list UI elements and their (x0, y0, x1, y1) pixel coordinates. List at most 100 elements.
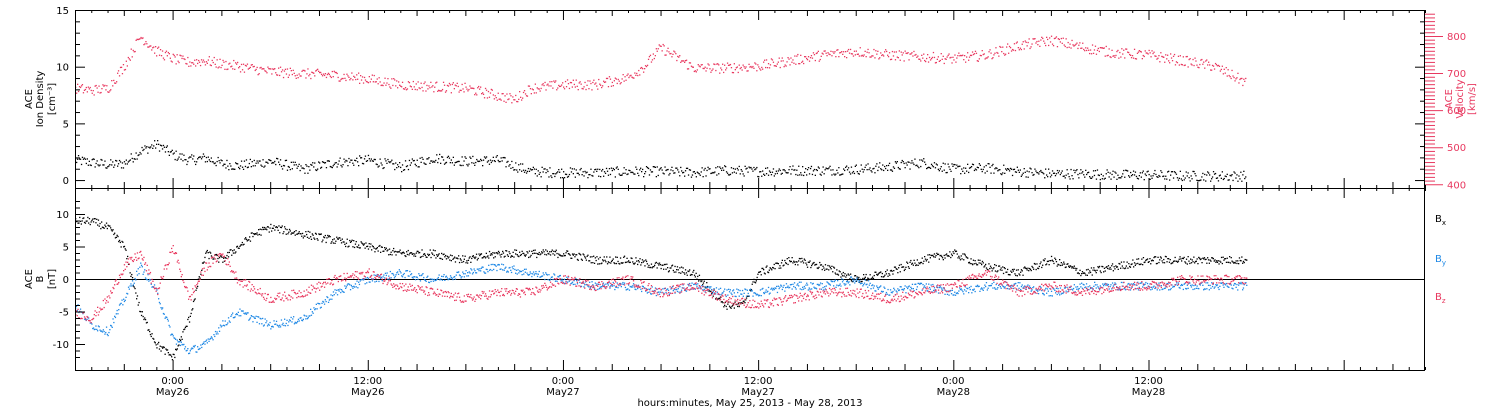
density-point (1125, 169, 1127, 171)
bx-point (442, 253, 444, 256)
bx-point (272, 227, 274, 229)
velocity-point (419, 87, 421, 90)
velocity-point (332, 76, 334, 78)
bx-point (312, 234, 314, 236)
bx-point (160, 350, 162, 352)
bx-point (1207, 259, 1210, 261)
by-point (926, 290, 928, 292)
density-point (514, 169, 516, 171)
density-point (1012, 168, 1015, 171)
by-point (511, 266, 513, 268)
density-point (449, 162, 451, 164)
by-point (432, 278, 434, 281)
density-point (177, 158, 179, 160)
velocity-point (1234, 80, 1236, 82)
bx-point (152, 337, 154, 340)
velocity-point (377, 83, 379, 85)
bx-point (1072, 267, 1075, 269)
velocity-point (1091, 44, 1094, 46)
by-point (271, 326, 273, 328)
velocity-point (94, 85, 96, 87)
velocity-point (127, 56, 129, 59)
velocity-point (531, 88, 533, 90)
velocity-point (1224, 72, 1226, 74)
bx-point (734, 301, 736, 303)
density-point (871, 171, 873, 173)
by-point (432, 280, 435, 282)
density-point (1031, 172, 1033, 174)
bx-point (405, 255, 407, 258)
velocity-point (96, 87, 98, 89)
bx-point (85, 220, 87, 222)
bx-point (882, 276, 884, 278)
bx-point (727, 303, 729, 305)
velocity-point (1054, 37, 1057, 39)
density-point (1079, 172, 1081, 175)
bx-point (811, 264, 813, 267)
density-point (395, 162, 397, 164)
by-point (602, 282, 605, 284)
by-point (327, 301, 330, 303)
density-point (649, 169, 652, 171)
by-point (709, 287, 711, 289)
density-point (636, 168, 638, 170)
by-point (367, 278, 370, 280)
velocity-point (344, 77, 346, 79)
by-point (880, 285, 882, 287)
bx-point (1023, 267, 1025, 269)
bx-point (757, 273, 759, 275)
velocity-point (684, 60, 687, 62)
velocity-point (923, 53, 925, 55)
bx-point (1129, 266, 1132, 268)
density-point (962, 170, 964, 172)
velocity-point (887, 56, 890, 58)
density-point (1181, 179, 1183, 182)
velocity-point (1210, 69, 1212, 71)
density-point (752, 170, 754, 172)
velocity-point (810, 55, 813, 57)
density-point (534, 173, 536, 175)
velocity-point (684, 61, 686, 63)
density-point (375, 163, 377, 165)
density-point (650, 171, 653, 173)
bx-point (264, 228, 266, 230)
by-point (75, 305, 78, 308)
density-point (1150, 175, 1152, 177)
by-point (841, 281, 844, 283)
by-point (774, 287, 776, 289)
velocity-point (304, 70, 306, 72)
velocity-point (788, 58, 790, 60)
density-point (538, 173, 540, 175)
by-point (431, 278, 433, 280)
density-point (1041, 171, 1043, 173)
velocity-point (411, 88, 413, 90)
density-point (1236, 174, 1238, 176)
bx-point (653, 266, 655, 268)
by-point (853, 279, 855, 281)
by-point (195, 351, 197, 353)
by-point (762, 287, 764, 290)
velocity-point (675, 53, 677, 55)
bx-point (1172, 262, 1174, 264)
bx-point (330, 242, 332, 244)
by-point (920, 282, 923, 285)
density-point (838, 167, 840, 169)
density-point (942, 162, 944, 164)
velocity-point (80, 85, 83, 87)
by-point (183, 343, 185, 346)
bx-point (199, 277, 201, 279)
by-point (232, 312, 234, 314)
velocity-point (323, 74, 326, 77)
bx-point (154, 342, 156, 344)
by-point (176, 339, 178, 341)
density-point (99, 164, 101, 166)
density-point (617, 168, 619, 170)
velocity-point (697, 64, 699, 66)
bx-point (201, 269, 203, 271)
velocity-point (515, 94, 517, 97)
density-point (1095, 178, 1098, 180)
density-point (279, 163, 281, 166)
density-point (219, 162, 221, 164)
bx-point (1160, 257, 1162, 259)
velocity-point (977, 60, 979, 62)
